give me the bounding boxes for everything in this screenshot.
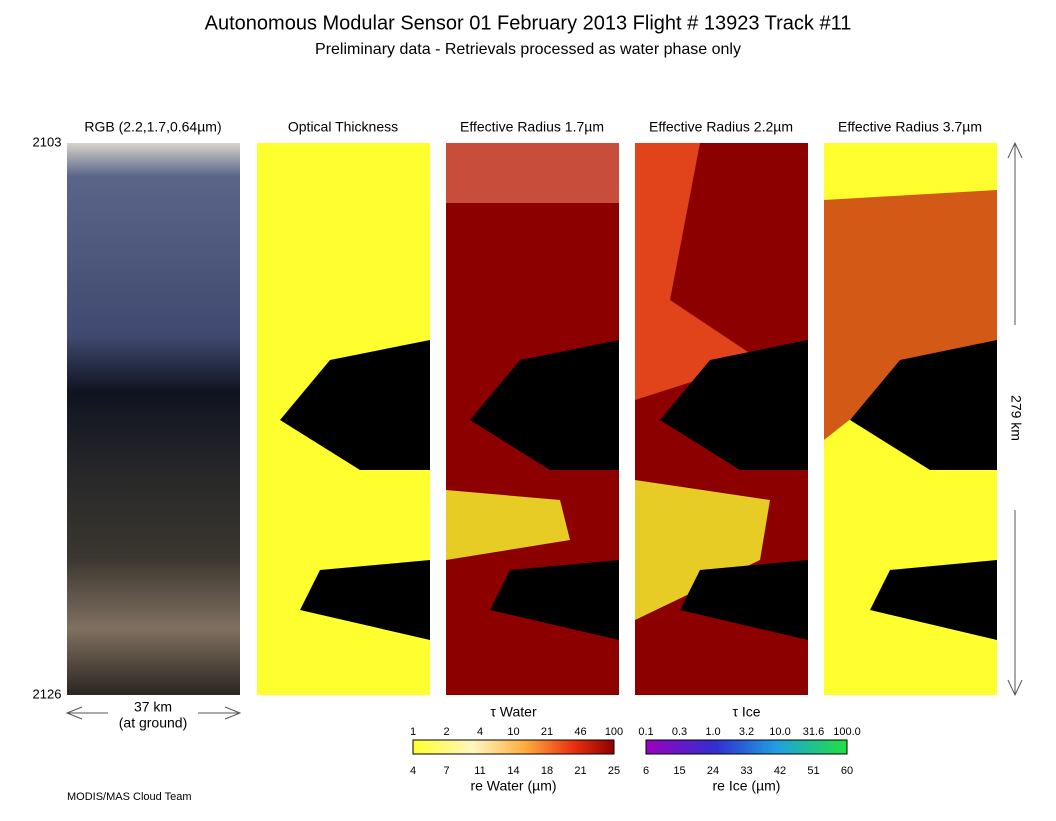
panel-title: Effective Radius 3.7µm	[838, 119, 982, 135]
time-start: 2103	[33, 134, 62, 149]
colorbar-tick-label: 4	[477, 726, 483, 738]
colorbar-tick-label: 4	[410, 765, 416, 777]
clear-area	[850, 340, 997, 470]
colorbar-title: τ Ice	[732, 704, 760, 720]
track-length: 279 km	[1008, 395, 1024, 441]
colorbar-tick-label: 3.2	[739, 726, 754, 738]
colorbar-tick-label: 7	[443, 765, 449, 777]
panel-title: RGB (2.2,1.7,0.64µm)	[84, 119, 221, 135]
clear-area	[870, 560, 997, 640]
shade	[446, 143, 619, 203]
track-arrow	[1007, 141, 1023, 697]
imagery	[67, 143, 997, 695]
panel-title: Optical Thickness	[288, 119, 398, 135]
clear-area	[490, 560, 619, 640]
shade	[635, 143, 760, 400]
shade	[824, 190, 997, 440]
time-end: 2126	[33, 686, 62, 701]
colorbar-tick-label: 15	[673, 765, 685, 777]
footer: MODIS/MAS Cloud Team	[67, 791, 192, 803]
clear-area	[300, 560, 430, 640]
panel-title: Effective Radius 2.2µm	[649, 119, 793, 135]
colorbar-tick-label: 100.0	[833, 726, 861, 738]
colorbar-tick-label: 0.1	[638, 726, 653, 738]
colorbar-tick-label: 11	[474, 765, 485, 777]
colorbar-tick-label: 33	[740, 765, 752, 777]
colorbar-title: re Water (µm)	[470, 778, 556, 794]
ice-colorbar	[645, 739, 848, 755]
colorbar-tick-label: 1.0	[705, 726, 720, 738]
colorbar-tick-label: 60	[841, 765, 853, 777]
colorbar-tick-label: 21	[574, 765, 586, 777]
colorbar-title: re Ice (µm)	[713, 778, 781, 794]
shade	[635, 480, 770, 620]
colorbar-title: τ Water	[490, 704, 537, 720]
colorbar-tick-label: 2	[443, 726, 449, 738]
colorbar-tick-label: 51	[807, 765, 819, 777]
clear-area	[660, 340, 808, 470]
colorbar-tick-label: 24	[707, 765, 719, 777]
clear-area	[680, 560, 808, 640]
colorbar-tick-label: 14	[507, 765, 519, 777]
colorbar-tick-label: 31.6	[803, 726, 824, 738]
colorbar-tick-label: 46	[574, 726, 586, 738]
colorbar-tick-label: 42	[774, 765, 786, 777]
colorbar-tick-label: 1	[410, 726, 416, 738]
colorbar-tick-label: 25	[608, 765, 620, 777]
swath-width: 37 km	[134, 699, 172, 715]
colorbar-tick-label: 0.3	[672, 726, 687, 738]
rgb-image	[67, 143, 240, 695]
swath-arrow	[65, 706, 242, 720]
shade	[446, 490, 570, 560]
subtitle: Preliminary data - Retrievals processed …	[315, 41, 741, 58]
title: Autonomous Modular Sensor 01 February 20…	[205, 12, 852, 34]
swath-note: (at ground)	[119, 715, 187, 731]
clear-area	[470, 340, 619, 470]
panel-title: Effective Radius 1.7µm	[460, 119, 604, 135]
colorbar-tick-label: 100	[605, 726, 623, 738]
clear-area	[280, 340, 430, 470]
colorbar-tick-label: 21	[541, 726, 553, 738]
water-colorbar	[412, 739, 615, 755]
colorbar-tick-label: 6	[643, 765, 649, 777]
colorbar-tick-label: 10.0	[769, 726, 790, 738]
colorbar-tick-label: 18	[541, 765, 553, 777]
colorbar-tick-label: 10	[507, 726, 519, 738]
